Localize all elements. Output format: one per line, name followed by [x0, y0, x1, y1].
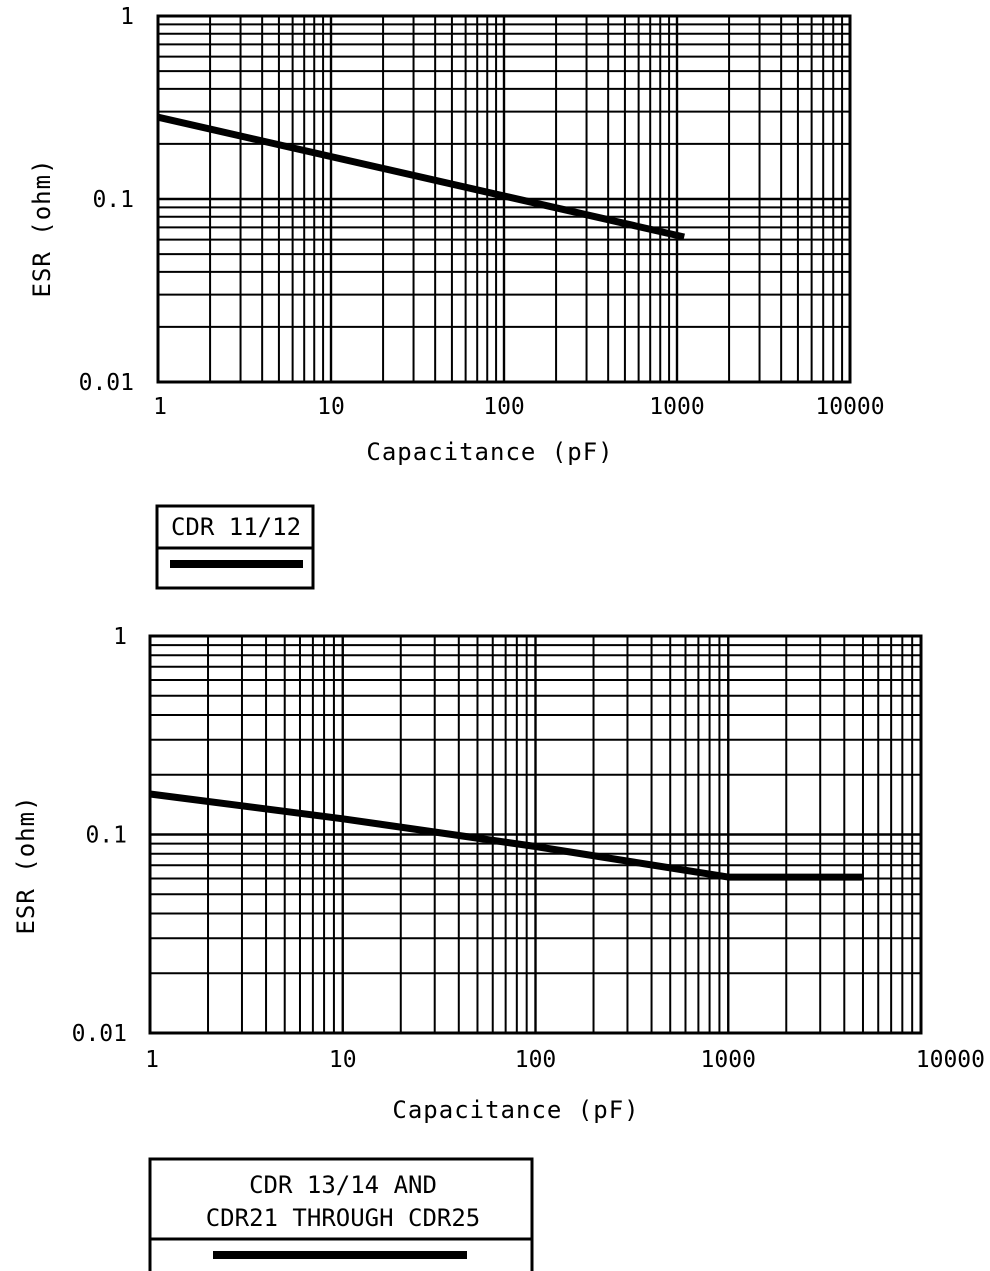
grid-lines [150, 636, 921, 1033]
x-tick-label: 1 [145, 1047, 159, 1073]
x-tick-label: 10000 [815, 394, 884, 420]
x-tick-label: 100 [515, 1047, 557, 1073]
x-axis-label: Capacitance (pF) [392, 1096, 639, 1124]
esr-chart-1: 1 10 100 1000 10000 1 0.1 0.01 Capacitance (pF) E… [28, 4, 885, 590]
legend-box: CDR 11/12 [155, 504, 315, 590]
y-axis-label: ESR (ohm) [28, 158, 56, 297]
x-tick-label: 10000 [916, 1047, 985, 1073]
legend-label: CDR 13/14 AND [249, 1171, 437, 1199]
x-tick-label: 10 [329, 1047, 357, 1073]
x-tick-label: 100 [483, 394, 525, 420]
x-tick-label: 1000 [649, 394, 704, 420]
y-tick-label: 0.01 [79, 370, 134, 396]
x-axis-label: Capacitance (pF) [366, 438, 613, 466]
y-tick-label: 0.1 [85, 823, 127, 849]
y-axis-label: ESR (ohm) [12, 795, 40, 934]
y-tick-label: 0.01 [72, 1021, 127, 1047]
plot-frame [156, 14, 852, 384]
x-tick-label: 1000 [701, 1047, 756, 1073]
x-tick-label: 10 [317, 394, 345, 420]
plot-frame [148, 634, 923, 1035]
esr-chart-2: 1 10 100 1000 10000 1 0.1 0.01 Capacitance (pF) E… [12, 624, 985, 1271]
y-tick-label: 1 [113, 624, 127, 650]
grid-lines [158, 16, 850, 382]
legend-label: CDR21 THROUGH CDR25 [206, 1204, 481, 1232]
y-tick-label: 0.1 [92, 187, 134, 213]
series-line [149, 790, 863, 881]
legend-box: CDR 13/14 AND CDR21 THROUGH CDR25 [148, 1157, 534, 1271]
x-tick-label: 1 [153, 394, 167, 420]
legend-label: CDR 11/12 [171, 513, 301, 541]
y-tick-label: 1 [120, 4, 134, 30]
series-line [157, 113, 685, 241]
